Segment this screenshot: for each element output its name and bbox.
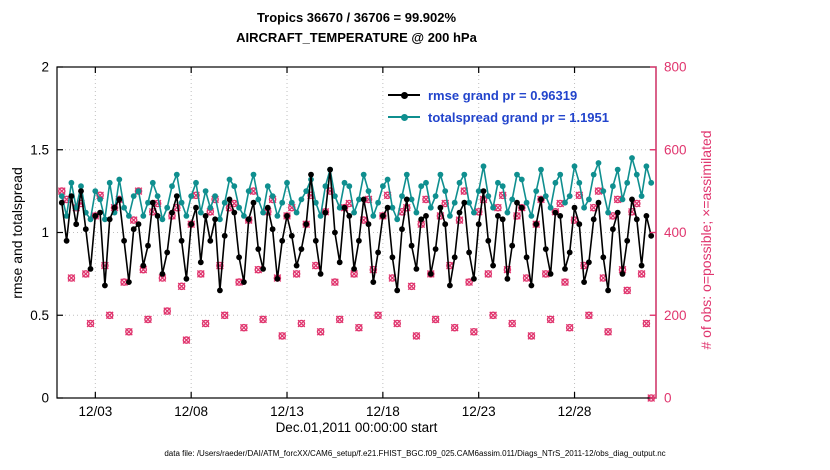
svg-text:800: 800 <box>664 60 687 75</box>
data-file-path: data file: /Users/raeder/DAI/ATM_forcXX/… <box>164 449 666 458</box>
svg-text:12/03: 12/03 <box>78 404 112 419</box>
obs-assimilated-markers <box>57 187 656 402</box>
x-tick-labels: 12/03 12/08 12/13 12/18 12/23 12/28 <box>78 404 591 419</box>
legend-label-rmse: rmse grand pr = 0.96319 <box>428 87 578 103</box>
legend-entry-rmse: rmse grand pr = 0.96319 <box>388 84 609 106</box>
svg-text:12/08: 12/08 <box>174 404 208 419</box>
svg-text:200: 200 <box>664 308 687 323</box>
svg-text:0.5: 0.5 <box>30 308 49 323</box>
title-line-2: AIRCRAFT_TEMPERATURE @ 200 hPa <box>236 30 477 45</box>
svg-text:0: 0 <box>41 391 49 406</box>
rmse-series <box>58 166 655 294</box>
rmse-line <box>61 169 652 291</box>
svg-text:400: 400 <box>664 225 687 240</box>
obs-possible-markers <box>58 187 656 402</box>
rmse-dot-icon <box>401 92 408 99</box>
tick-marks <box>57 66 656 399</box>
svg-text:12/23: 12/23 <box>462 404 496 419</box>
totalspread-series <box>58 155 655 223</box>
legend-entry-totalspread: totalspread grand pr = 1.1951 <box>388 106 609 128</box>
svg-text:0: 0 <box>664 391 672 406</box>
svg-text:12/18: 12/18 <box>366 404 400 419</box>
svg-text:2: 2 <box>41 60 49 75</box>
svg-text:1.5: 1.5 <box>30 142 49 157</box>
svg-text:1: 1 <box>41 225 49 240</box>
rmse-line-icon <box>388 92 420 99</box>
left-axis-label: rmse and totalspread <box>9 167 25 299</box>
title-line-1: Tropics 36670 / 36706 = 99.902% <box>256 10 457 25</box>
x-axis-label: Dec.01,2011 00:00:00 start <box>275 420 438 435</box>
totalspread-line <box>61 157 652 223</box>
right-tick-labels: 0 200 400 600 800 <box>664 60 687 406</box>
totalspread-dot-icon <box>401 114 408 121</box>
svg-text:12/13: 12/13 <box>270 404 304 419</box>
legend-label-totalspread: totalspread grand pr = 1.1951 <box>428 109 609 125</box>
legend: rmse grand pr = 0.96319 totalspread gran… <box>388 84 609 128</box>
svg-text:12/28: 12/28 <box>558 404 592 419</box>
svg-text:600: 600 <box>664 142 687 157</box>
plot-title: Tropics 36670 / 36706 = 99.902% AIRCRAFT… <box>57 8 656 48</box>
left-tick-labels: 0 0.5 1 1.5 2 <box>30 60 49 406</box>
right-axis-label: # of obs: o=possible; ×=assimilated <box>698 130 714 350</box>
totalspread-line-icon <box>388 114 420 121</box>
